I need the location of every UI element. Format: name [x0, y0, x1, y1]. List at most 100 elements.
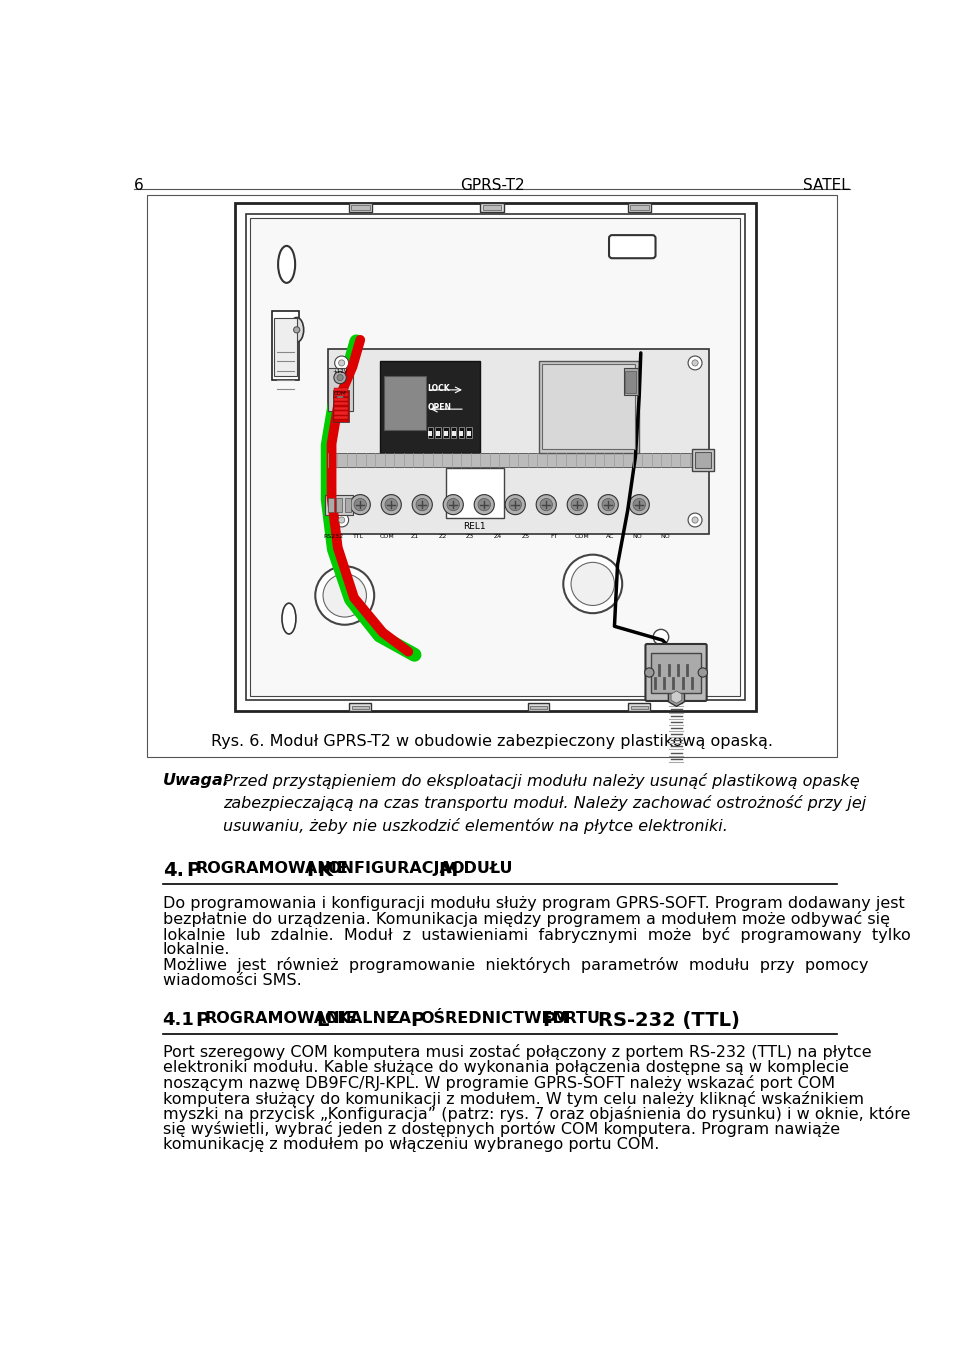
- Text: Port szeregowy COM komputera musi zostać połączony z portem RS-232 (TTL) na płyt: Port szeregowy COM komputera musi zostać…: [162, 1045, 872, 1061]
- Text: ODUŁU: ODUŁU: [450, 861, 513, 876]
- Bar: [348, 203, 372, 212]
- Text: Możliwe  jest  również  programowanie  niektórych  parametrów  modułu  przy  pom: Możliwe jest również programowanie niekt…: [162, 957, 868, 973]
- Bar: [651, 653, 701, 693]
- Text: ROGRAMOWANIE: ROGRAMOWANIE: [195, 861, 348, 876]
- Text: Z2: Z2: [439, 534, 446, 539]
- Ellipse shape: [290, 318, 303, 342]
- Text: noszącym nazwę DB9FC/RJ-KPL. W programie GPRS-SOFT należy wskazać port COM: noszącym nazwę DB9FC/RJ-KPL. W programie…: [162, 1075, 835, 1091]
- Bar: [334, 407, 348, 409]
- Bar: [444, 427, 448, 438]
- Bar: [468, 431, 471, 437]
- Text: LOCK: LOCK: [427, 383, 450, 393]
- Circle shape: [688, 356, 702, 370]
- Text: Do programowania i konfiguracji modułu służy program GPRS-SOFT. Program dodawany: Do programowania i konfiguracji modułu s…: [162, 895, 904, 910]
- Bar: [542, 364, 636, 449]
- Circle shape: [339, 360, 345, 366]
- Circle shape: [537, 494, 557, 515]
- Circle shape: [564, 554, 622, 613]
- Bar: [631, 705, 648, 709]
- Bar: [528, 704, 549, 711]
- Bar: [692, 449, 713, 471]
- Text: NO: NO: [660, 534, 670, 539]
- Text: 4.1: 4.1: [162, 1012, 195, 1029]
- Bar: [334, 416, 348, 419]
- Bar: [334, 389, 348, 392]
- Text: ROGRAMOWANIE: ROGRAMOWANIE: [204, 1012, 357, 1027]
- Text: ORTU: ORTU: [552, 1012, 601, 1027]
- Bar: [334, 393, 348, 396]
- Circle shape: [335, 513, 348, 527]
- Bar: [334, 397, 348, 401]
- Text: SATEL: SATEL: [804, 178, 850, 193]
- Bar: [334, 402, 348, 405]
- Text: Z3: Z3: [467, 534, 474, 539]
- Bar: [334, 402, 348, 405]
- Circle shape: [509, 498, 521, 511]
- Circle shape: [688, 513, 702, 527]
- Bar: [483, 205, 501, 209]
- Text: się wyświetli, wybrać jeden z dostępnych portów COM komputera. Program nawiąże: się wyświetli, wybrać jeden z dostępnych…: [162, 1121, 840, 1138]
- Bar: [334, 389, 348, 392]
- Ellipse shape: [282, 604, 296, 634]
- Bar: [275, 318, 297, 376]
- Circle shape: [540, 498, 552, 511]
- Circle shape: [334, 371, 347, 383]
- Bar: [459, 427, 464, 438]
- Circle shape: [335, 356, 348, 370]
- Bar: [480, 203, 504, 212]
- Bar: [625, 371, 636, 393]
- FancyBboxPatch shape: [609, 235, 656, 259]
- Text: FT: FT: [550, 534, 558, 539]
- Circle shape: [571, 563, 614, 605]
- Circle shape: [567, 494, 588, 515]
- Text: M: M: [438, 861, 457, 880]
- Text: TTL: TTL: [353, 534, 364, 539]
- Bar: [272, 311, 299, 379]
- Text: P: P: [542, 1012, 557, 1031]
- Bar: [444, 431, 447, 437]
- Text: ZA: ZA: [388, 1012, 412, 1027]
- Bar: [630, 205, 649, 209]
- Bar: [333, 390, 348, 422]
- Text: Z1: Z1: [411, 534, 419, 539]
- Text: +12V: +12V: [332, 370, 348, 374]
- Circle shape: [444, 494, 464, 515]
- Bar: [379, 360, 480, 453]
- Bar: [336, 498, 343, 512]
- Bar: [451, 427, 456, 438]
- Circle shape: [698, 668, 708, 678]
- Circle shape: [381, 494, 401, 515]
- Text: lokalnie.: lokalnie.: [162, 942, 230, 957]
- Text: P: P: [195, 1012, 209, 1031]
- Text: Uwaga:: Uwaga:: [162, 772, 229, 787]
- Circle shape: [474, 494, 494, 515]
- Bar: [327, 453, 709, 467]
- Text: Z4: Z4: [494, 534, 502, 539]
- Ellipse shape: [278, 246, 295, 283]
- Circle shape: [350, 494, 371, 515]
- Bar: [628, 203, 651, 212]
- Bar: [334, 412, 348, 415]
- Bar: [334, 407, 348, 409]
- Bar: [383, 376, 426, 430]
- Text: COM: COM: [574, 534, 589, 539]
- Text: AC: AC: [606, 534, 614, 539]
- Bar: [327, 349, 709, 534]
- Text: I: I: [306, 861, 313, 880]
- Text: 4.: 4.: [162, 861, 183, 880]
- Circle shape: [645, 668, 654, 678]
- Text: lokalnie  lub  zdalnie.  Moduł  z  ustawieniami  fabrycznymi  może  być  program: lokalnie lub zdalnie. Moduł z ustawienia…: [162, 927, 910, 943]
- Bar: [246, 214, 745, 700]
- Text: OKALNE: OKALNE: [324, 1012, 397, 1027]
- Text: L: L: [316, 1012, 328, 1031]
- Text: NO: NO: [633, 534, 642, 539]
- Bar: [349, 704, 372, 711]
- Bar: [334, 393, 348, 396]
- Bar: [452, 431, 456, 437]
- Text: REL1: REL1: [463, 523, 486, 531]
- Bar: [445, 468, 504, 519]
- Text: K: K: [318, 861, 332, 880]
- Bar: [530, 705, 547, 709]
- Circle shape: [571, 498, 584, 511]
- Circle shape: [629, 494, 649, 515]
